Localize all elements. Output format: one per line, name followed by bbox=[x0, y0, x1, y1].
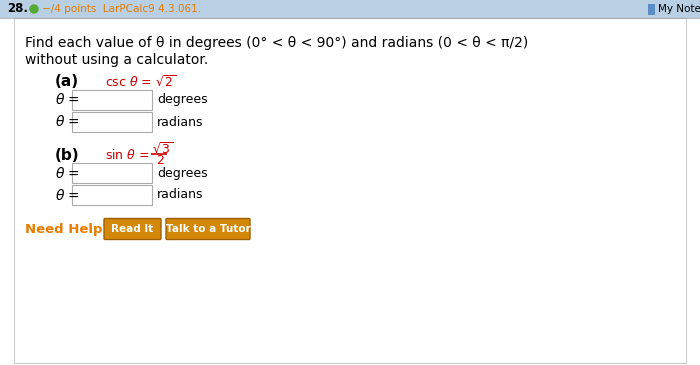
Circle shape bbox=[30, 5, 38, 13]
FancyBboxPatch shape bbox=[648, 4, 655, 15]
Text: 2: 2 bbox=[156, 154, 164, 168]
FancyBboxPatch shape bbox=[0, 0, 700, 18]
Text: csc $\theta$ = $\sqrt{2}$: csc $\theta$ = $\sqrt{2}$ bbox=[105, 74, 176, 89]
Text: $\theta$ =: $\theta$ = bbox=[55, 165, 80, 181]
Text: My Notes: My Notes bbox=[658, 4, 700, 14]
FancyBboxPatch shape bbox=[166, 219, 250, 239]
FancyBboxPatch shape bbox=[72, 90, 152, 110]
FancyBboxPatch shape bbox=[72, 163, 152, 183]
Text: $\theta$ =: $\theta$ = bbox=[55, 115, 80, 130]
FancyBboxPatch shape bbox=[0, 18, 700, 365]
Text: degrees: degrees bbox=[157, 166, 208, 180]
Text: −/4 points  LarPCalc9 4.3.061.: −/4 points LarPCalc9 4.3.061. bbox=[42, 4, 201, 14]
Text: (b): (b) bbox=[55, 147, 80, 162]
Text: degrees: degrees bbox=[157, 93, 208, 107]
FancyBboxPatch shape bbox=[72, 185, 152, 205]
Text: radians: radians bbox=[157, 115, 204, 128]
Text: without using a calculator.: without using a calculator. bbox=[25, 53, 209, 67]
Text: Need Help?: Need Help? bbox=[25, 223, 111, 235]
Text: Find each value of θ in degrees (0° < θ < 90°) and radians (0 < θ < π/2): Find each value of θ in degrees (0° < θ … bbox=[25, 36, 528, 50]
Text: $\sqrt{3}$: $\sqrt{3}$ bbox=[152, 141, 173, 157]
Text: (a): (a) bbox=[55, 74, 79, 89]
FancyBboxPatch shape bbox=[72, 112, 152, 132]
Text: 28.: 28. bbox=[7, 3, 28, 15]
Text: Read It: Read It bbox=[111, 224, 153, 234]
FancyBboxPatch shape bbox=[104, 219, 161, 239]
Text: Talk to a Tutor: Talk to a Tutor bbox=[166, 224, 251, 234]
Text: sin $\theta$ =: sin $\theta$ = bbox=[105, 148, 150, 162]
Text: $\theta$ =: $\theta$ = bbox=[55, 92, 80, 108]
Text: $\theta$ =: $\theta$ = bbox=[55, 188, 80, 203]
Text: radians: radians bbox=[157, 188, 204, 201]
